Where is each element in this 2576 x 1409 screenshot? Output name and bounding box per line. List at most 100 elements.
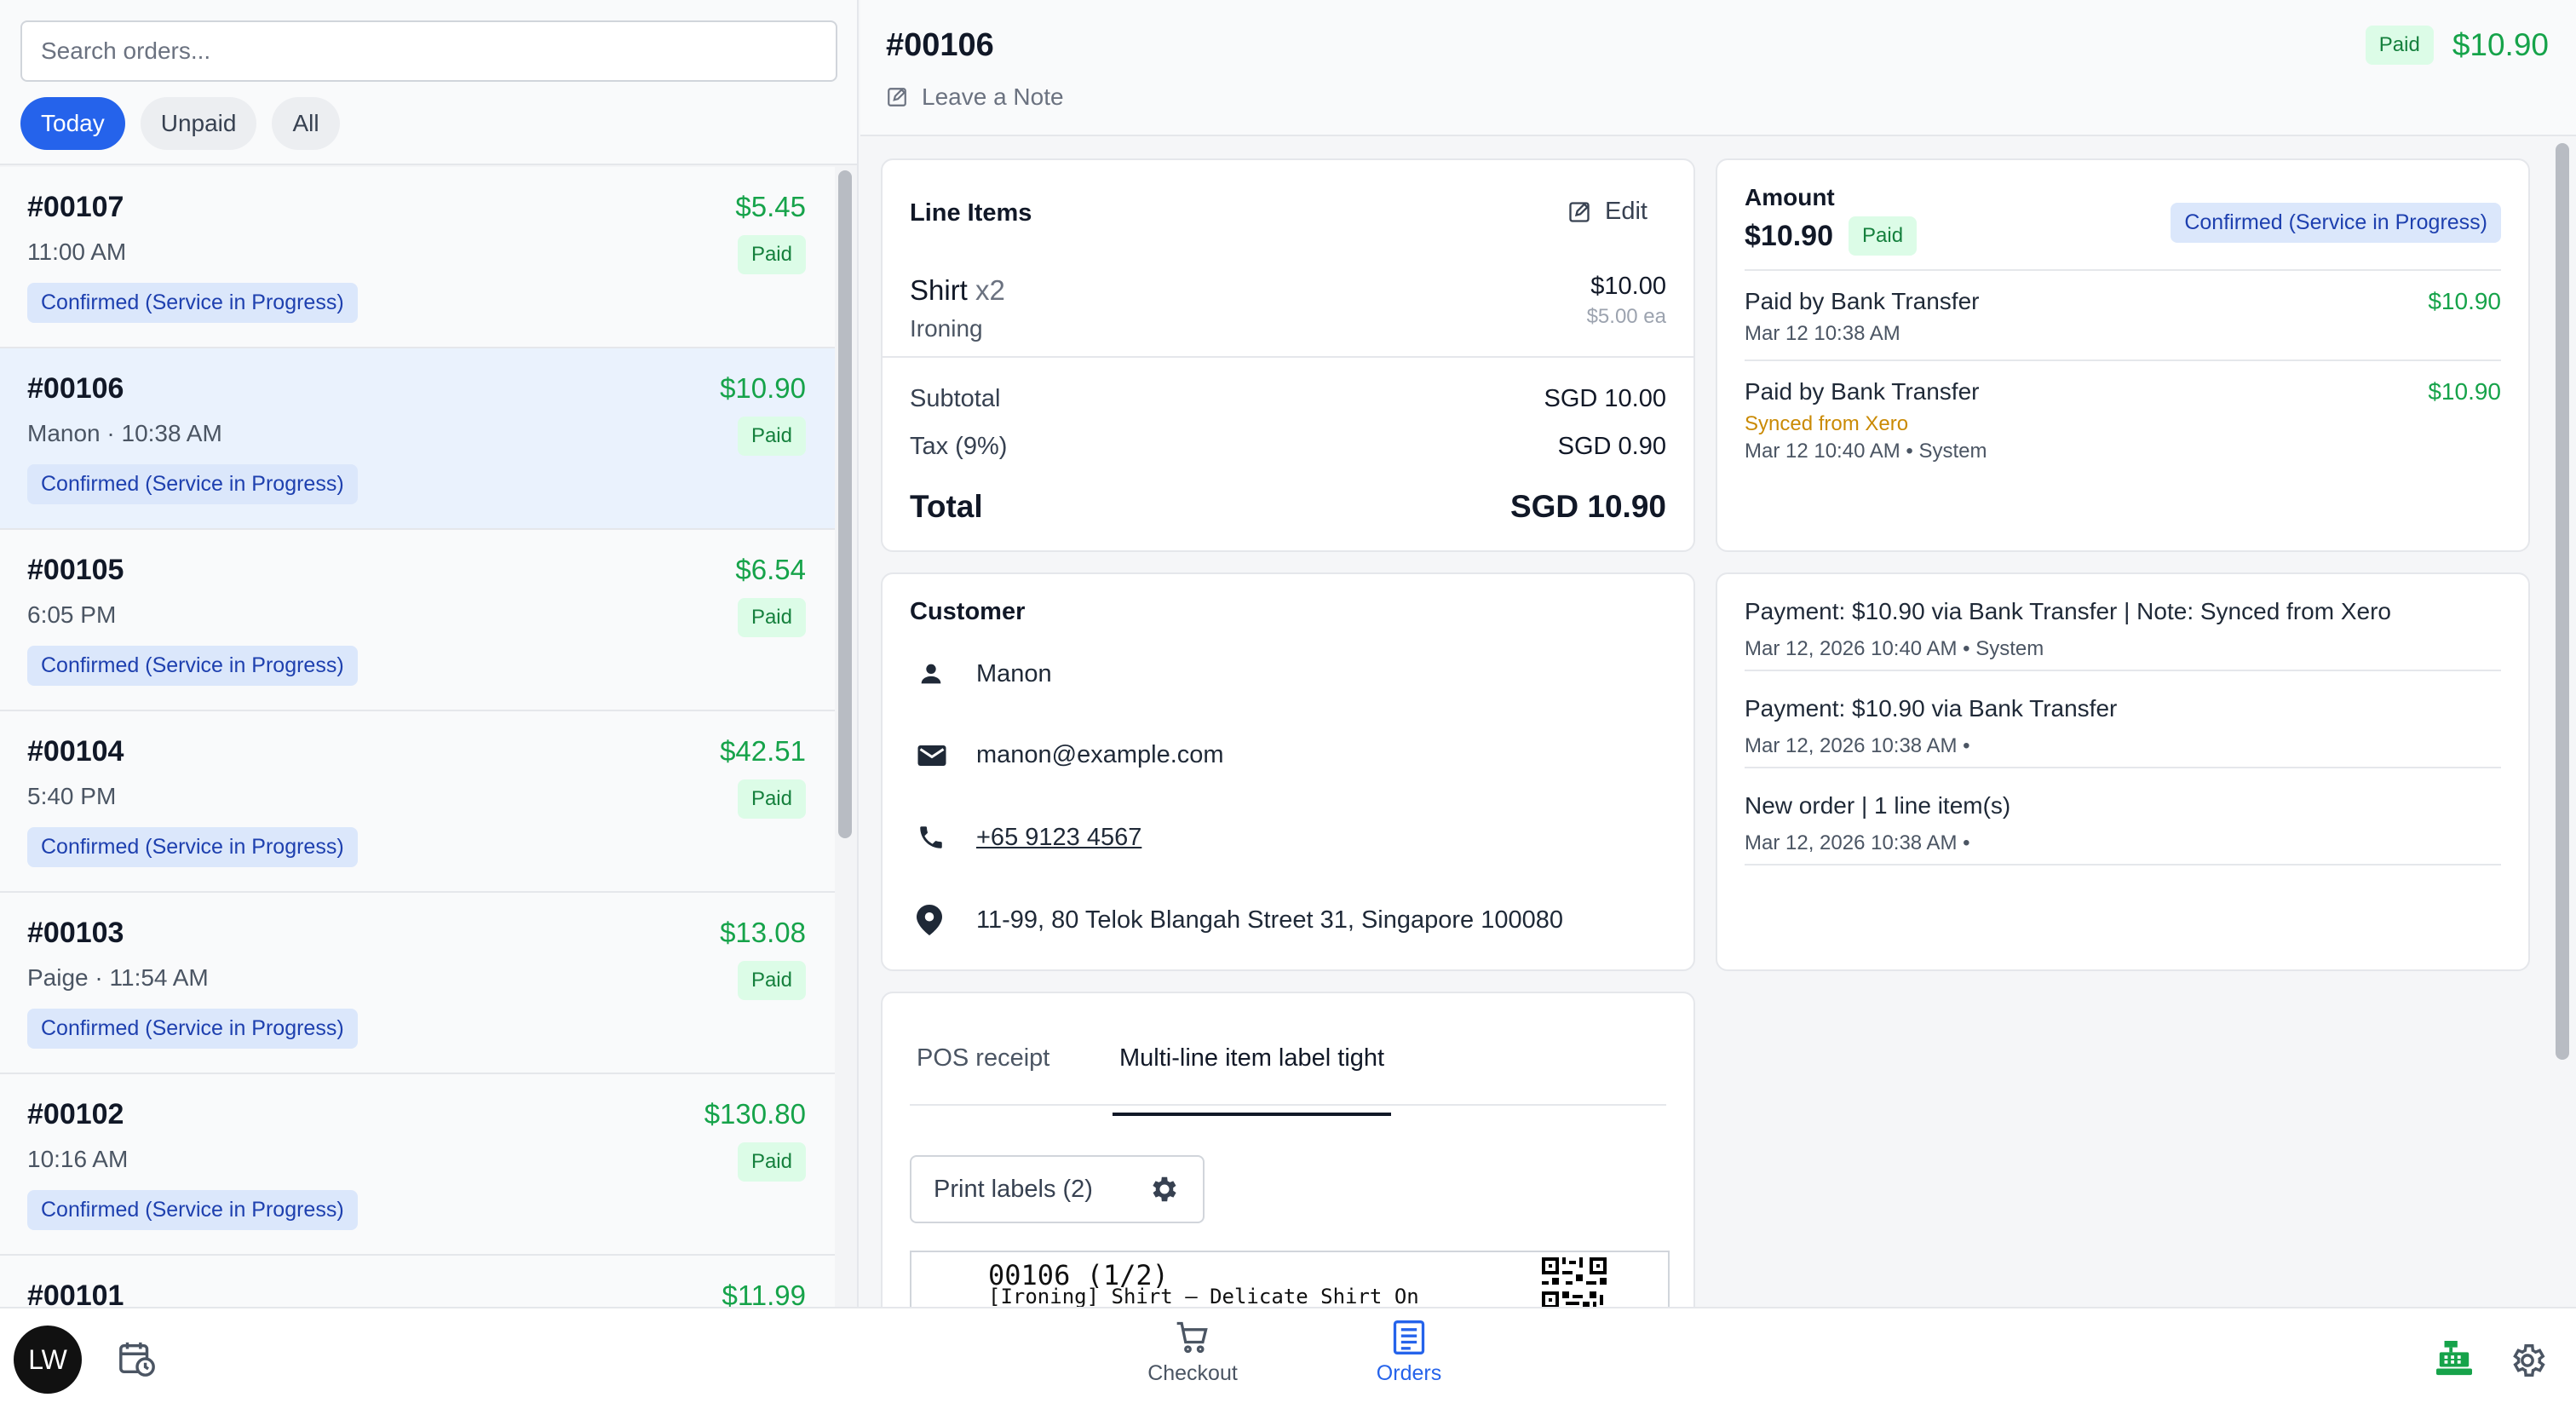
header-paid-badge: Paid — [2365, 26, 2434, 65]
filter-today[interactable]: Today — [20, 97, 125, 150]
search-input[interactable] — [20, 20, 837, 82]
activity-sub: Mar 12, 2026 10:38 AM • — [1745, 734, 1970, 757]
order-meta: 5:40 PM — [27, 783, 117, 809]
person-icon — [921, 664, 941, 684]
filter-unpaid[interactable]: Unpaid — [140, 97, 257, 150]
order-row[interactable]: #00104 $42.51 5:40 PM Paid Confirmed (Se… — [0, 711, 835, 893]
total-label: Total — [910, 489, 983, 524]
order-row[interactable]: #00107 $5.45 11:00 AM Paid Confirmed (Se… — [0, 167, 835, 348]
settings-gear-icon[interactable] — [2508, 1341, 2547, 1380]
nav-checkout[interactable]: Checkout — [1116, 1319, 1269, 1386]
paid-badge: Paid — [737, 961, 806, 1000]
payment-time: Mar 12 10:40 AM • System — [1745, 440, 1987, 463]
item-service: Ironing — [910, 315, 983, 342]
amount-status-badge: Confirmed (Service in Progress) — [2171, 203, 2501, 243]
order-amount: $6.54 — [735, 554, 806, 585]
orders-scrollbar[interactable] — [838, 170, 852, 838]
leave-note-label: Leave a Note — [922, 83, 1064, 110]
order-amount: $5.45 — [735, 191, 806, 222]
order-id: #00101 — [27, 1280, 124, 1307]
line-items-card: Line Items Edit Shirt x2 Ironing $10.00 … — [881, 158, 1695, 552]
payment-entry: Paid by Bank Transfer $10.90 Mar 12 10:3… — [1745, 269, 2501, 359]
order-row[interactable]: #00105 $6.54 6:05 PM Paid Confirmed (Ser… — [0, 530, 835, 711]
subtotal-value: SGD 10.00 — [1544, 385, 1666, 412]
order-meta: 10:16 AM — [27, 1146, 129, 1172]
order-id: #00102 — [27, 1098, 124, 1130]
activity-sub: Mar 12, 2026 10:40 AM • System — [1745, 637, 2044, 660]
subtotal-row: Subtotal SGD 10.00 — [910, 385, 1666, 413]
order-amount: $42.51 — [720, 735, 806, 767]
order-amount: $11.99 — [722, 1280, 806, 1307]
customer-email-row: manon@example.com — [917, 741, 1224, 769]
avatar[interactable]: LW — [14, 1326, 82, 1394]
paid-badge: Paid — [737, 598, 806, 637]
nav-checkout-label: Checkout — [1147, 1361, 1238, 1385]
filter-chips: Today Unpaid All — [20, 97, 340, 150]
activity-card: Payment: $10.90 via Bank Transfer | Note… — [1716, 572, 2530, 971]
tab-multi-line-label[interactable]: Multi-line item label tight — [1113, 1044, 1392, 1116]
order-id: #00103 — [27, 917, 124, 949]
orders-toolbar: Today Unpaid All — [0, 0, 857, 165]
divider — [883, 356, 1693, 358]
activity-text: New order | 1 line item(s) — [1745, 792, 2011, 819]
status-badge: Confirmed (Service in Progress) — [27, 283, 358, 323]
order-id: #00107 — [27, 191, 124, 223]
item-price: $10.00 — [1590, 273, 1666, 300]
print-labels-button[interactable]: Print labels (2) — [910, 1155, 1205, 1223]
line-item-name: Shirt x2 — [910, 274, 1005, 307]
activity-item: Payment: $10.90 via Bank Transfer Mar 12… — [1745, 671, 2501, 768]
status-badge: Confirmed (Service in Progress) — [27, 1009, 358, 1049]
payment-amount: $10.90 — [2428, 288, 2501, 314]
phone-icon — [920, 826, 942, 848]
note-edit-icon — [888, 88, 906, 106]
customer-phone-row: +65 9123 4567 — [917, 823, 1141, 852]
subtotal-label: Subtotal — [910, 385, 1001, 412]
customer-email: manon@example.com — [976, 741, 1224, 768]
labels-card: POS receipt Multi-line item label tight … — [881, 992, 1695, 1349]
synced-note: Synced from Xero — [1745, 412, 1909, 435]
paid-badge: Paid — [737, 417, 806, 456]
nav-orders-label: Orders — [1376, 1361, 1442, 1385]
orders-list-icon — [1393, 1320, 1425, 1354]
order-amount: $10.90 — [720, 372, 806, 404]
order-row[interactable]: #00101 $11.99 — [0, 1256, 835, 1307]
customer-title: Customer — [910, 598, 1026, 625]
paid-badge: Paid — [737, 779, 806, 819]
customer-name-row: Manon — [917, 659, 1052, 688]
tax-value: SGD 0.90 — [1557, 433, 1666, 460]
filter-all[interactable]: All — [272, 97, 340, 150]
tab-divider — [910, 1104, 1666, 1106]
order-row[interactable]: #00106 $10.90 Manon · 10:38 AM Paid Conf… — [0, 348, 835, 530]
status-badge: Confirmed (Service in Progress) — [27, 646, 358, 686]
amount-label: Amount — [1745, 184, 1835, 210]
order-id: #00106 — [27, 372, 124, 405]
tab-pos-receipt[interactable]: POS receipt — [917, 1044, 1050, 1072]
leave-note-button[interactable]: Leave a Note — [886, 83, 1064, 111]
order-id: #00105 — [27, 554, 124, 586]
order-row[interactable]: #00103 $13.08 Paige · 11:54 AM Paid Conf… — [0, 893, 835, 1074]
customer-name: Manon — [976, 659, 1052, 687]
payment-method: Paid by Bank Transfer — [1745, 378, 1980, 405]
order-id: #00104 — [27, 735, 124, 768]
amount-value: $10.90 — [1745, 219, 1833, 252]
qr-code-icon — [1542, 1257, 1607, 1308]
cash-register-icon[interactable] — [2435, 1341, 2474, 1377]
cart-icon — [1176, 1321, 1208, 1354]
gear-icon[interactable] — [1148, 1173, 1181, 1205]
mail-icon — [917, 745, 946, 766]
customer-phone-link[interactable]: +65 9123 4567 — [976, 823, 1142, 851]
status-badge: Confirmed (Service in Progress) — [27, 1190, 358, 1230]
nav-orders[interactable]: Orders — [1332, 1319, 1486, 1386]
edit-line-items-button[interactable]: Edit — [1567, 198, 1647, 226]
print-labels-label: Print labels (2) — [934, 1175, 1093, 1203]
detail-scrollbar[interactable] — [2556, 143, 2569, 1060]
order-meta: Manon · 10:38 AM — [27, 420, 222, 446]
payment-amount: $10.90 — [2428, 378, 2501, 405]
order-row[interactable]: #00102 $130.80 10:16 AM Paid Confirmed (… — [0, 1074, 835, 1256]
calendar-clock-icon[interactable] — [118, 1339, 157, 1378]
activity-text: Payment: $10.90 via Bank Transfer — [1745, 695, 2118, 722]
activity-text: Payment: $10.90 via Bank Transfer | Note… — [1745, 598, 2391, 624]
customer-card: Customer Manon manon@example.com +65 912… — [881, 572, 1695, 971]
customer-address-row: 11-99, 80 Telok Blangah Street 31, Singa… — [917, 905, 1563, 935]
bottom-nav-bar: LW Checkout Orders — [0, 1307, 2576, 1409]
